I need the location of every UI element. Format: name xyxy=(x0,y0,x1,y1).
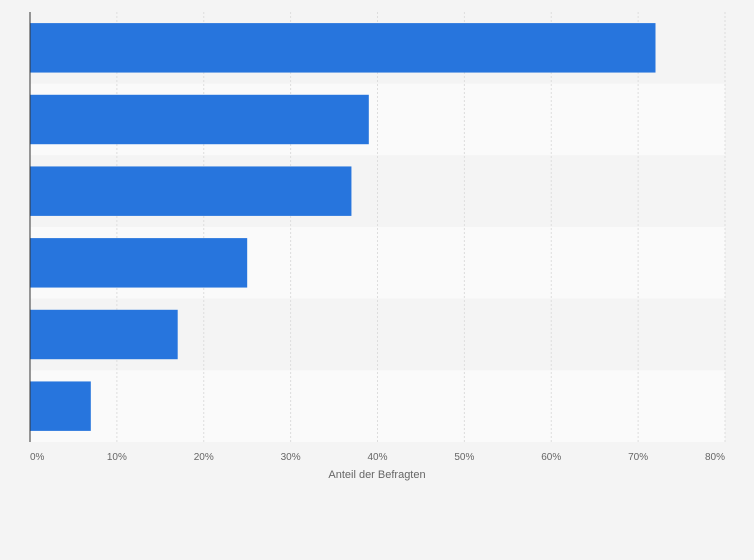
x-tick-label: 50% xyxy=(454,452,474,463)
x-tick-label: 70% xyxy=(628,452,648,463)
x-tick-label: 60% xyxy=(541,452,561,463)
x-axis-title: Anteil der Befragten xyxy=(328,469,425,481)
bar xyxy=(30,166,352,216)
x-tick-label: 80% xyxy=(705,452,725,463)
bar xyxy=(30,381,91,431)
x-tick-label: 30% xyxy=(281,452,301,463)
row-band xyxy=(30,370,725,442)
bar xyxy=(30,23,656,73)
x-tick-label: 40% xyxy=(367,452,387,463)
bar xyxy=(30,309,178,360)
x-tick-label: 10% xyxy=(107,452,127,463)
x-tick-label: 0% xyxy=(30,452,45,463)
x-tick-label: 20% xyxy=(194,452,214,463)
bar xyxy=(30,94,369,145)
bar xyxy=(30,238,248,288)
